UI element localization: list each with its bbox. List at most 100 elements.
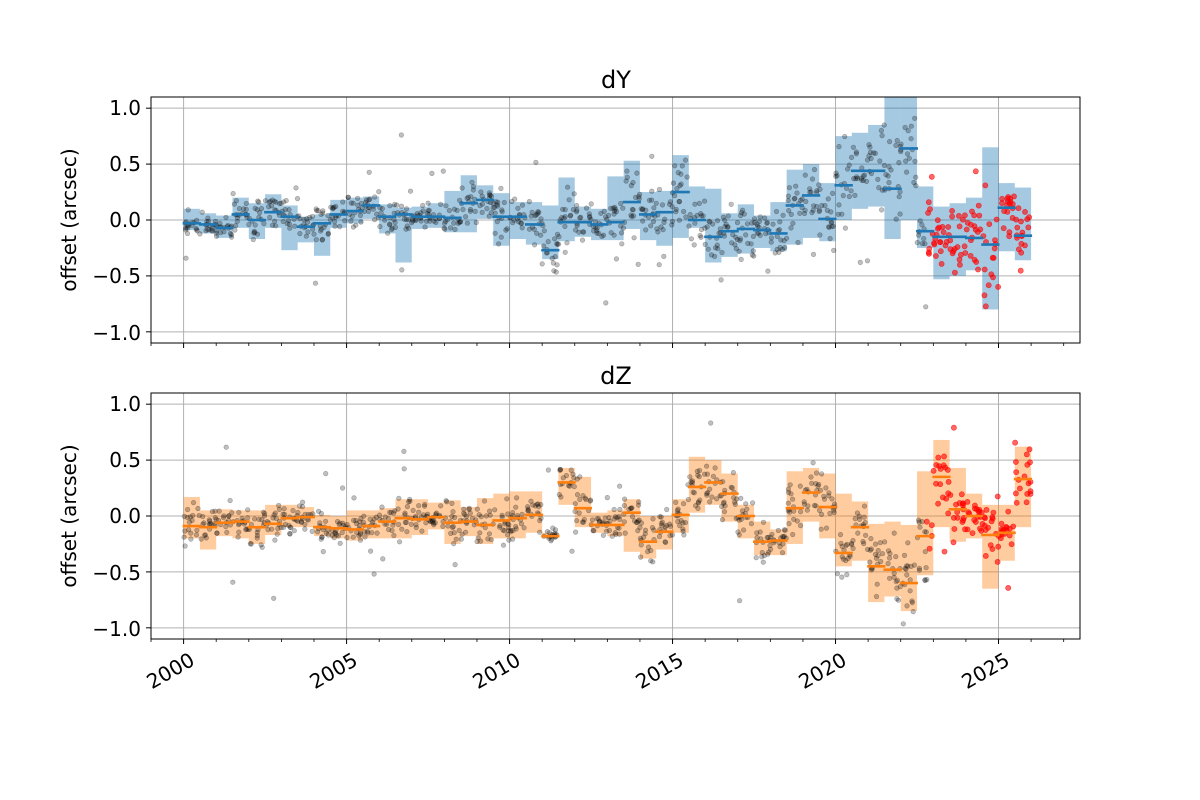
data-point	[466, 506, 472, 513]
data-point	[906, 155, 912, 161]
data-point-recent	[1022, 208, 1028, 215]
spread-band	[199, 510, 217, 550]
data-point	[251, 230, 257, 236]
data-point	[491, 204, 498, 210]
data-point-recent	[1012, 439, 1018, 446]
data-point	[392, 219, 398, 226]
data-point	[513, 495, 520, 501]
data-point	[919, 222, 925, 228]
data-point	[753, 555, 759, 561]
data-point	[810, 207, 816, 213]
data-point	[428, 518, 434, 525]
data-point	[754, 530, 760, 536]
data-point	[816, 207, 823, 213]
spread-band	[232, 197, 249, 228]
data-point	[506, 537, 512, 543]
data-point	[559, 206, 566, 212]
data-point	[318, 536, 324, 542]
data-point	[738, 210, 745, 216]
data-point-recent	[1023, 499, 1030, 506]
data-point	[897, 189, 903, 195]
data-point	[797, 522, 804, 529]
data-point	[510, 509, 516, 516]
spread-band	[395, 207, 412, 263]
data-point	[344, 521, 350, 528]
data-point	[836, 144, 842, 150]
data-point	[370, 206, 376, 212]
data-point	[421, 503, 428, 509]
data-point	[443, 203, 449, 209]
data-point	[572, 529, 579, 535]
data-point	[830, 223, 837, 229]
data-point	[881, 122, 887, 128]
data-point	[562, 249, 568, 255]
data-point	[455, 220, 461, 226]
spread-band	[232, 510, 249, 539]
data-point	[705, 490, 711, 496]
data-point	[692, 503, 699, 509]
data-point	[254, 529, 260, 536]
data-point	[463, 529, 469, 535]
data-point	[583, 496, 589, 503]
data-point-recent	[928, 173, 935, 180]
data-point	[193, 227, 199, 233]
data-point	[688, 236, 695, 242]
data-point-recent	[1024, 461, 1031, 468]
data-point	[464, 195, 470, 201]
data-point	[777, 219, 783, 225]
data-point	[243, 206, 249, 212]
data-point	[456, 219, 463, 225]
data-point	[895, 597, 902, 603]
data-point-recent	[954, 514, 961, 521]
data-point	[596, 516, 602, 522]
data-point-recent	[961, 243, 968, 250]
data-point	[277, 201, 283, 207]
data-point	[213, 233, 220, 239]
data-point	[671, 193, 678, 199]
data-point	[380, 556, 386, 562]
data-point	[904, 572, 910, 578]
data-point	[318, 226, 324, 232]
data-point	[786, 520, 792, 527]
data-point	[760, 559, 766, 565]
data-point	[619, 241, 625, 247]
data-point	[719, 516, 726, 523]
data-point	[425, 208, 431, 214]
data-point-recent	[998, 520, 1005, 527]
data-point	[373, 514, 379, 520]
spread-band	[379, 508, 396, 539]
data-point-recent	[1018, 240, 1025, 247]
data-point	[606, 514, 612, 521]
data-point	[651, 527, 657, 533]
data-point	[466, 505, 472, 511]
data-point-recent	[995, 283, 1001, 290]
data-point	[251, 228, 257, 234]
data-point	[860, 538, 866, 545]
data-point	[788, 491, 794, 497]
data-point	[722, 487, 728, 493]
data-point	[365, 530, 371, 536]
data-point	[469, 179, 475, 185]
data-point	[557, 467, 563, 473]
data-point	[282, 521, 289, 528]
data-point	[313, 237, 319, 243]
data-point	[917, 218, 923, 224]
data-point	[582, 495, 588, 501]
data-point	[444, 499, 450, 505]
data-point	[406, 225, 412, 231]
data-point	[611, 208, 618, 214]
data-point	[477, 530, 483, 536]
data-point	[550, 260, 557, 266]
data-point	[702, 241, 708, 247]
data-point	[773, 208, 780, 215]
data-point	[402, 510, 408, 516]
data-point	[271, 595, 277, 601]
data-point	[874, 581, 880, 587]
data-point	[851, 176, 857, 182]
data-point	[450, 509, 456, 515]
data-point	[893, 553, 899, 560]
data-point	[695, 505, 701, 512]
data-point	[868, 567, 875, 573]
data-point	[769, 531, 775, 537]
data-point	[403, 217, 410, 223]
